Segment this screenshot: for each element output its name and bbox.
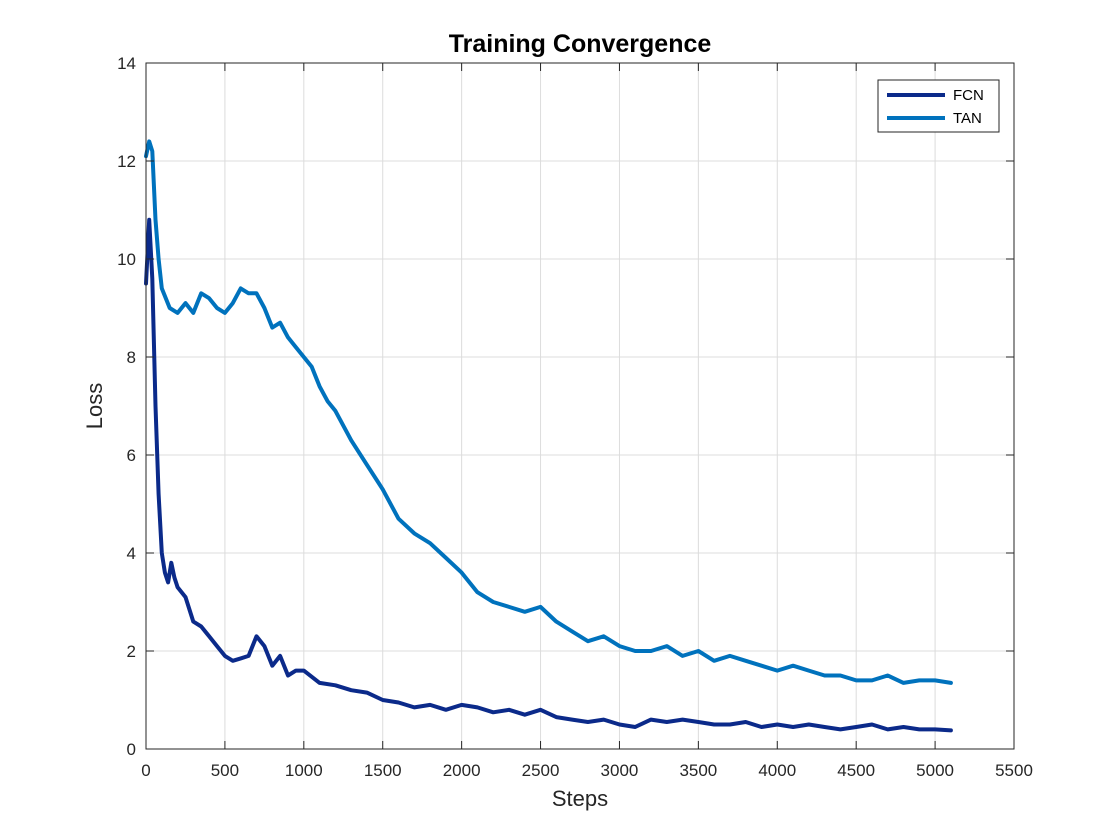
x-tick-label: 1500 [364, 761, 402, 780]
legend-label-tan: TAN [953, 110, 982, 127]
y-tick-label: 10 [117, 250, 136, 269]
series-layer [144, 139, 953, 733]
y-tick-label: 4 [127, 544, 136, 563]
x-tick-label: 3000 [601, 761, 639, 780]
x-tick-label: 3500 [679, 761, 717, 780]
legend-box [877, 79, 1000, 133]
x-tick-label: 1000 [285, 761, 323, 780]
x-tick-label: 0 [141, 761, 150, 780]
x-tick-label: 4000 [758, 761, 796, 780]
tick-labels: 0 500 1000 1500 2000 2500 3000 3500 4000 4500 5000… [117, 54, 1033, 780]
x-tick-label: 5500 [995, 761, 1033, 780]
chart-title: Training Convergence [449, 30, 712, 58]
y-tick-label: 8 [127, 348, 136, 367]
x-tick-label: 5000 [916, 761, 954, 780]
series-line-fcn [144, 217, 953, 733]
ticks [145, 62, 1015, 750]
x-axis-label: Steps [552, 786, 608, 811]
y-tick-label: 14 [117, 54, 136, 73]
axes-frame [145, 62, 1015, 750]
legend: FCN TAN [877, 79, 1000, 133]
plot-background [146, 63, 1014, 749]
x-tick-label: 2500 [522, 761, 560, 780]
y-tick-label: 6 [127, 446, 136, 465]
y-tick-label: 2 [127, 642, 136, 661]
y-tick-label: 0 [127, 740, 136, 759]
x-tick-label: 2000 [443, 761, 481, 780]
y-tick-label: 12 [117, 152, 136, 171]
y-axis-label: Loss [82, 383, 107, 429]
x-tick-label: 500 [211, 761, 239, 780]
series-line-tan [144, 139, 953, 685]
x-tick-label: 4500 [837, 761, 875, 780]
grid [146, 63, 1014, 749]
legend-label-fcn: FCN [953, 87, 984, 104]
